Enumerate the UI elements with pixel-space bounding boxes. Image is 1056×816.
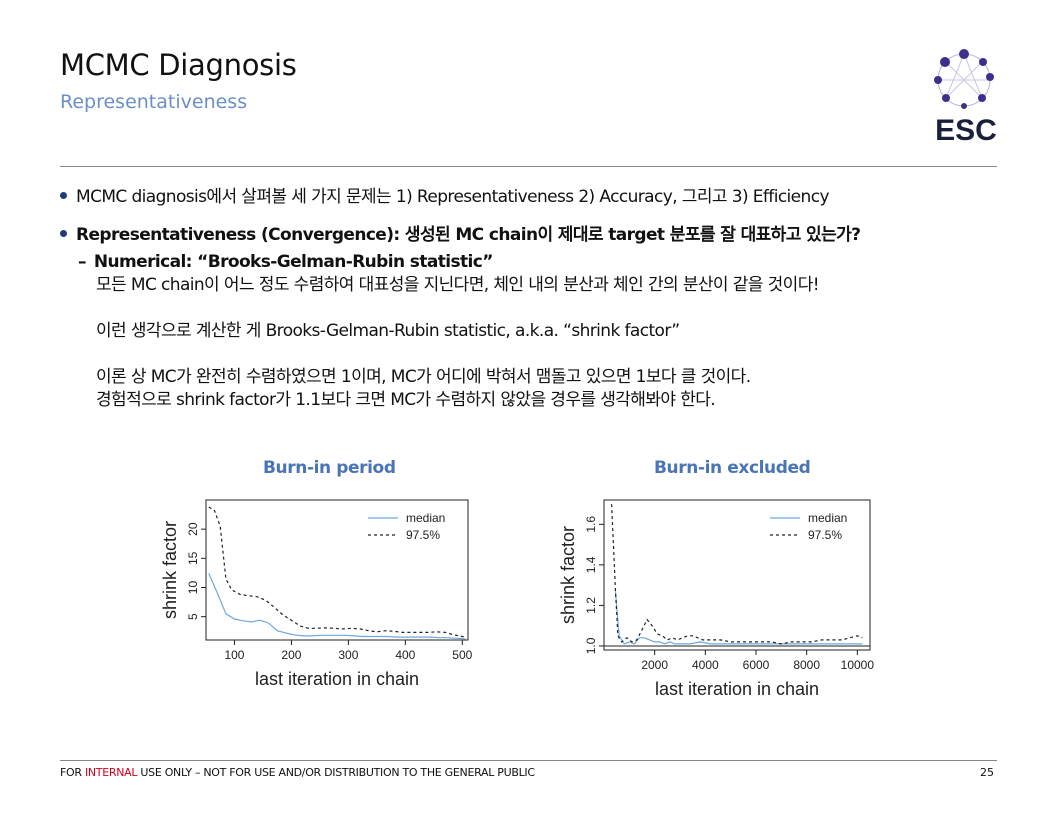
sub-bullet: – Numerical: “Brooks-Gelman-Rubin statist… [78, 252, 998, 410]
y-axis-label: shrink factor [558, 526, 578, 624]
sub-bullet-heading: – Numerical: “Brooks-Gelman-Rubin statist… [78, 252, 998, 272]
legend-label: median [808, 511, 847, 525]
series-line-p975 [611, 504, 863, 645]
bullet-text-1: MCMC diagnosis에서 살펴볼 세 가지 문제는 1) Represe… [76, 187, 830, 207]
y-tick-label: 1.0 [584, 637, 598, 654]
esc-logo: ESC [934, 49, 997, 144]
series-line-p975 [208, 506, 466, 638]
y-tick-label: 1.2 [584, 597, 598, 614]
y-tick-label: 20 [186, 522, 200, 536]
bullet-item-2: Representativeness (Convergence): 생성된 MC… [60, 220, 861, 245]
body-line: 이런 생각으로 계산한 게 Brooks-Gelman-Rubin statis… [96, 321, 680, 341]
x-tick-label: 2000 [641, 658, 668, 672]
x-tick-label: 8000 [793, 658, 820, 672]
footer-prefix: FOR [60, 766, 85, 779]
x-tick-label: 400 [395, 648, 415, 662]
x-tick-label: 6000 [743, 658, 770, 672]
bullet-dot-icon [60, 191, 67, 199]
dash-marker: – [78, 252, 86, 272]
y-tick-label: 1.4 [584, 556, 598, 573]
series-line-median [208, 573, 466, 640]
x-tick-label: 10000 [841, 658, 875, 672]
footer-divider [60, 760, 997, 761]
x-axis-label: last iteration in chain [655, 679, 819, 699]
footer-highlight: INTERNAL [84, 766, 138, 779]
chart-burnin-excluded: 1.0 1.2 1.4 1.6 2000 4000 6000 8000 10000 last it… [558, 499, 875, 699]
plot-frame [603, 499, 871, 651]
bullet-text-2: Representativeness (Convergence): 생성된 MC… [76, 225, 861, 245]
footer-disclaimer: FOR INTERNAL USE ONLY – NOT FOR USE AND/… [60, 766, 535, 779]
y-tick-label: 15 [186, 551, 200, 565]
x-tick-label: 4000 [692, 658, 719, 672]
logo-text: ESC [935, 114, 997, 144]
sub-bullet-body: 모든 MC chain이 어느 정도 수렴하여 대표성을 지닌다면, 체인 내의… [96, 274, 820, 412]
body-line: 이론 상 MC가 완전히 수렴하였으면 1이며, MC가 어디에 박혀서 맴돌고… [96, 367, 751, 387]
footer-suffix: USE ONLY – NOT FOR USE AND/OR DISTRIBUTI… [137, 766, 535, 779]
chart-burnin-period: 5 10 15 20 100 200 300 400 500 last iteration in … [160, 499, 473, 689]
header-divider [60, 166, 997, 167]
body-line: 경험적으로 shrink factor가 1.1보다 크면 MC가 수렴하지 않… [96, 390, 716, 410]
chart-heading-burnin: Burn-in period [263, 458, 396, 478]
x-tick-label: 500 [452, 648, 472, 662]
y-tick-label: 1.6 [584, 516, 598, 533]
body-line: 모든 MC chain이 어느 정도 수렴하여 대표성을 지닌다면, 체인 내의… [96, 275, 820, 295]
x-tick-label: 300 [338, 648, 358, 662]
page-number: 25 [980, 766, 994, 779]
chart-heading-excluded: Burn-in excluded [654, 458, 811, 478]
page-title: MCMC Diagnosis [60, 48, 297, 82]
x-tick-label: 200 [281, 648, 301, 662]
bullet-dot-icon [60, 229, 67, 237]
bullet-item-1: MCMC diagnosis에서 살펴볼 세 가지 문제는 1) Represe… [60, 182, 830, 207]
page-subtitle: Representativeness [60, 91, 248, 113]
x-axis-label: last iteration in chain [255, 669, 419, 689]
body-line [96, 343, 819, 366]
y-tick-label: 5 [186, 613, 200, 620]
legend-label: 97.5% [808, 528, 842, 542]
y-tick-label: 10 [186, 581, 200, 595]
x-tick-label: 100 [224, 648, 244, 662]
y-axis-label: shrink factor [160, 521, 180, 619]
legend-label: 97.5% [406, 528, 440, 542]
legend-label: median [406, 511, 445, 525]
sub-bullet-heading-text: Numerical: “Brooks-Gelman-Rubin statisti… [93, 252, 493, 272]
body-line [96, 297, 819, 320]
series-line-median [614, 591, 863, 645]
